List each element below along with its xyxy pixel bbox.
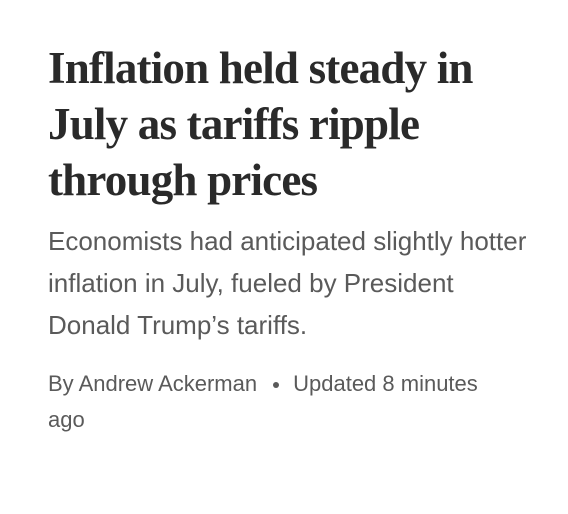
byline: By Andrew Ackerman Updated 8 minutes ago: [48, 366, 478, 438]
updated-time: Updated 8 minutes ago: [48, 371, 478, 432]
subheadline: Economists had anticipated slightly hott…: [48, 226, 527, 340]
separator-dot: [273, 382, 280, 389]
article-header: Inflation held steady in July as tariffs…: [48, 40, 548, 438]
headline: Inflation held steady in July as tariffs…: [48, 43, 473, 205]
author[interactable]: By Andrew Ackerman: [48, 371, 258, 396]
